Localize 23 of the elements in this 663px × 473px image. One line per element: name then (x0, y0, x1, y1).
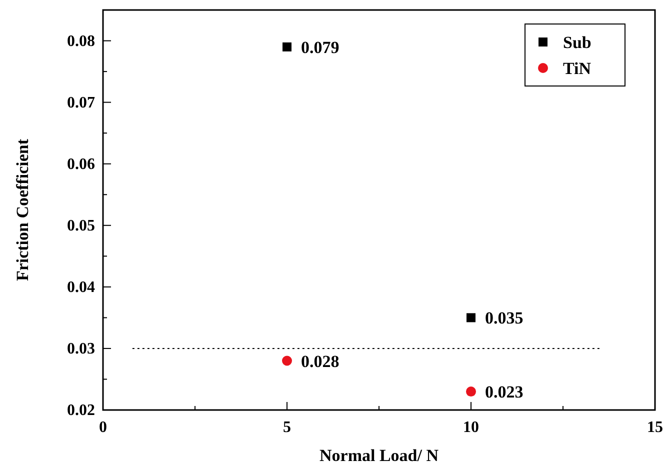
y-tick-label: 0.08 (67, 32, 95, 50)
y-tick-label: 0.06 (67, 156, 95, 173)
data-label: 0.023 (485, 382, 524, 402)
point (282, 42, 292, 52)
y-tick-label: 0.05 (67, 217, 95, 234)
point (282, 356, 292, 366)
y-tick-label: 0.02 (67, 402, 95, 419)
point (466, 313, 476, 322)
y-tick-label: 0.07 (67, 94, 95, 112)
data-label: 0.028 (301, 352, 340, 371)
x-tick-label: 15 (647, 419, 663, 436)
data-label: 0.035 (485, 308, 524, 328)
y-axis-title: Friction Coefficient (13, 138, 32, 282)
y-tick-label: 0.03 (67, 340, 95, 358)
x-tick-label: 5 (283, 419, 291, 436)
x-tick-label: 10 (463, 419, 479, 436)
x-tick-label: 0 (99, 419, 107, 436)
x-axis-title: Normal Load/ N (320, 446, 440, 465)
legend-label: Sub (563, 33, 592, 52)
data-label: 0.079 (301, 38, 340, 57)
legend-label: TiN (563, 59, 592, 78)
y-tick-label: 0.04 (67, 278, 95, 296)
point (466, 386, 476, 397)
